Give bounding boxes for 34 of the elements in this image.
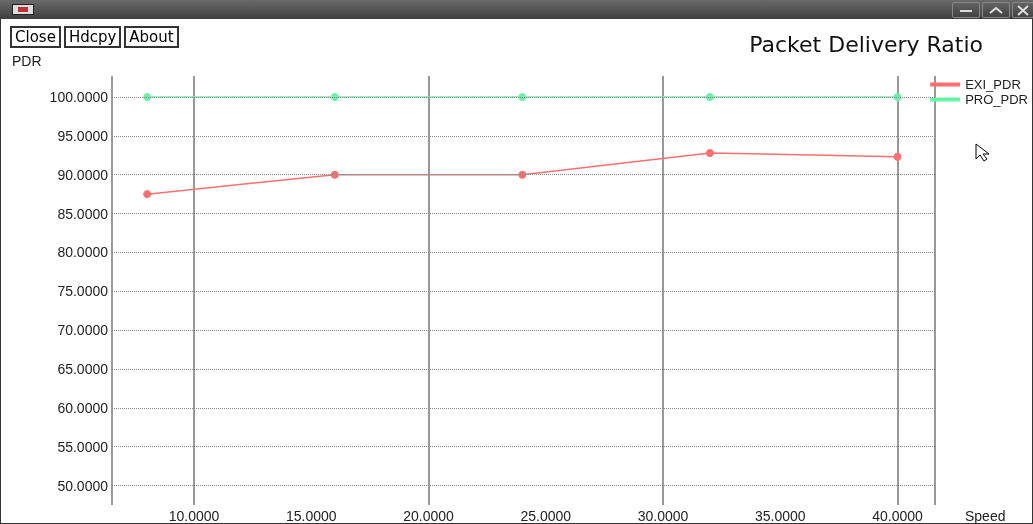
y-tick-label: 55.0000 <box>57 438 109 455</box>
y-tick-label: 100.0000 <box>49 88 109 105</box>
point <box>705 148 714 157</box>
y-axis-title: PDR <box>12 53 42 69</box>
point <box>330 170 339 179</box>
chart-title: Packet Delivery Ratio <box>749 31 983 57</box>
legend-label: EXI_PDR <box>965 77 1021 92</box>
x-tick-label: 25.0000 <box>520 508 572 524</box>
text: Hdcpy <box>63 26 122 48</box>
point <box>518 92 527 101</box>
point <box>705 92 714 101</box>
y-tick-label: 90.0000 <box>57 166 109 183</box>
legend-label: PRO_PDR <box>965 92 1029 107</box>
y-tick-label: 95.0000 <box>57 127 109 144</box>
point <box>143 92 152 101</box>
x-tick-label: 35.0000 <box>754 508 806 524</box>
y-tick-label: 75.0000 <box>57 283 109 300</box>
x-tick-label: 20.0000 <box>403 508 455 524</box>
x-tick-label: 10.0000 <box>168 508 220 524</box>
point <box>143 190 152 199</box>
point <box>330 92 339 101</box>
x-tick-label: 40.0000 <box>872 508 923 524</box>
y-tick-label: 80.0000 <box>57 244 109 261</box>
y-tick-label: 60.0000 <box>57 399 109 416</box>
y-tick-label: 65.0000 <box>57 360 109 377</box>
text: About <box>124 26 179 48</box>
x-axis-title: Speed <box>965 508 1006 524</box>
y-tick-label: 70.0000 <box>57 322 109 339</box>
x-tick-label: 15.0000 <box>286 508 337 524</box>
text: Close <box>10 26 61 48</box>
y-tick-label: 50.0000 <box>57 477 109 494</box>
x-tick-label: 30.0000 <box>637 508 689 524</box>
point <box>893 152 902 161</box>
y-tick-label: 85.0000 <box>57 205 109 222</box>
